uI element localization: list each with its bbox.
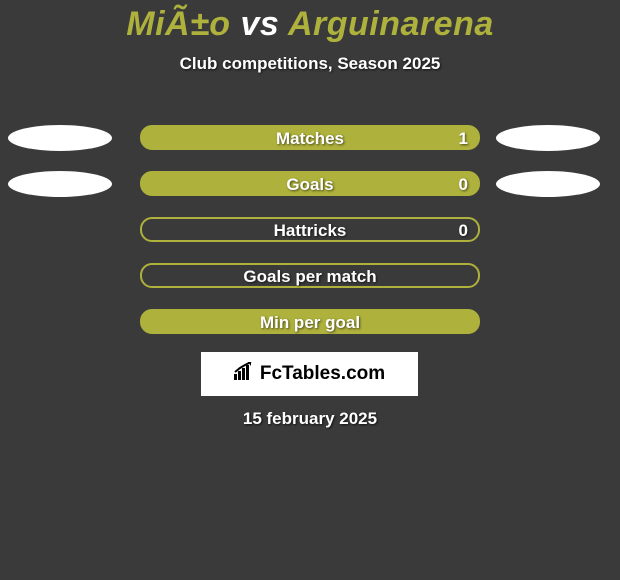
subtitle: Club competitions, Season 2025 [0, 54, 620, 74]
stat-value: 0 [459, 175, 468, 195]
brand-badge: FcTables.com [201, 352, 418, 396]
stat-value: 1 [459, 129, 468, 149]
stat-label: Min per goal [142, 313, 478, 333]
stat-bar: Min per goal [140, 309, 480, 334]
stat-label: Goals per match [142, 267, 478, 287]
stat-row: Goals per match [0, 263, 620, 309]
stat-bar: Hattricks0 [140, 217, 480, 242]
stat-value: 0 [459, 221, 468, 241]
date-label: 15 february 2025 [0, 409, 620, 429]
stat-label: Matches [142, 129, 478, 149]
stat-bar: Goals0 [140, 171, 480, 196]
ellipse-right [496, 171, 600, 197]
page-title: MiÃ±o vs Arguinarena [0, 0, 620, 44]
title-vs: vs [240, 5, 279, 43]
ellipse-left [8, 171, 112, 197]
ellipse-left [8, 125, 112, 151]
brand-label: FcTables.com [260, 363, 385, 385]
stat-bar: Goals per match [140, 263, 480, 288]
stat-row: Matches1 [0, 125, 620, 171]
stat-rows: Matches1Goals0Hattricks0Goals per matchM… [0, 125, 620, 355]
title-player1: MiÃ±o [126, 5, 230, 43]
stats-card: MiÃ±o vs Arguinarena Club competitions, … [0, 0, 620, 580]
stat-row: Goals0 [0, 171, 620, 217]
title-player2: Arguinarena [288, 5, 494, 43]
stat-row: Min per goal [0, 309, 620, 355]
stat-row: Hattricks0 [0, 217, 620, 263]
stat-bar: Matches1 [140, 125, 480, 150]
chart-icon [234, 362, 256, 386]
ellipse-right [496, 125, 600, 151]
stat-label: Goals [142, 175, 478, 195]
stat-label: Hattricks [142, 221, 478, 241]
